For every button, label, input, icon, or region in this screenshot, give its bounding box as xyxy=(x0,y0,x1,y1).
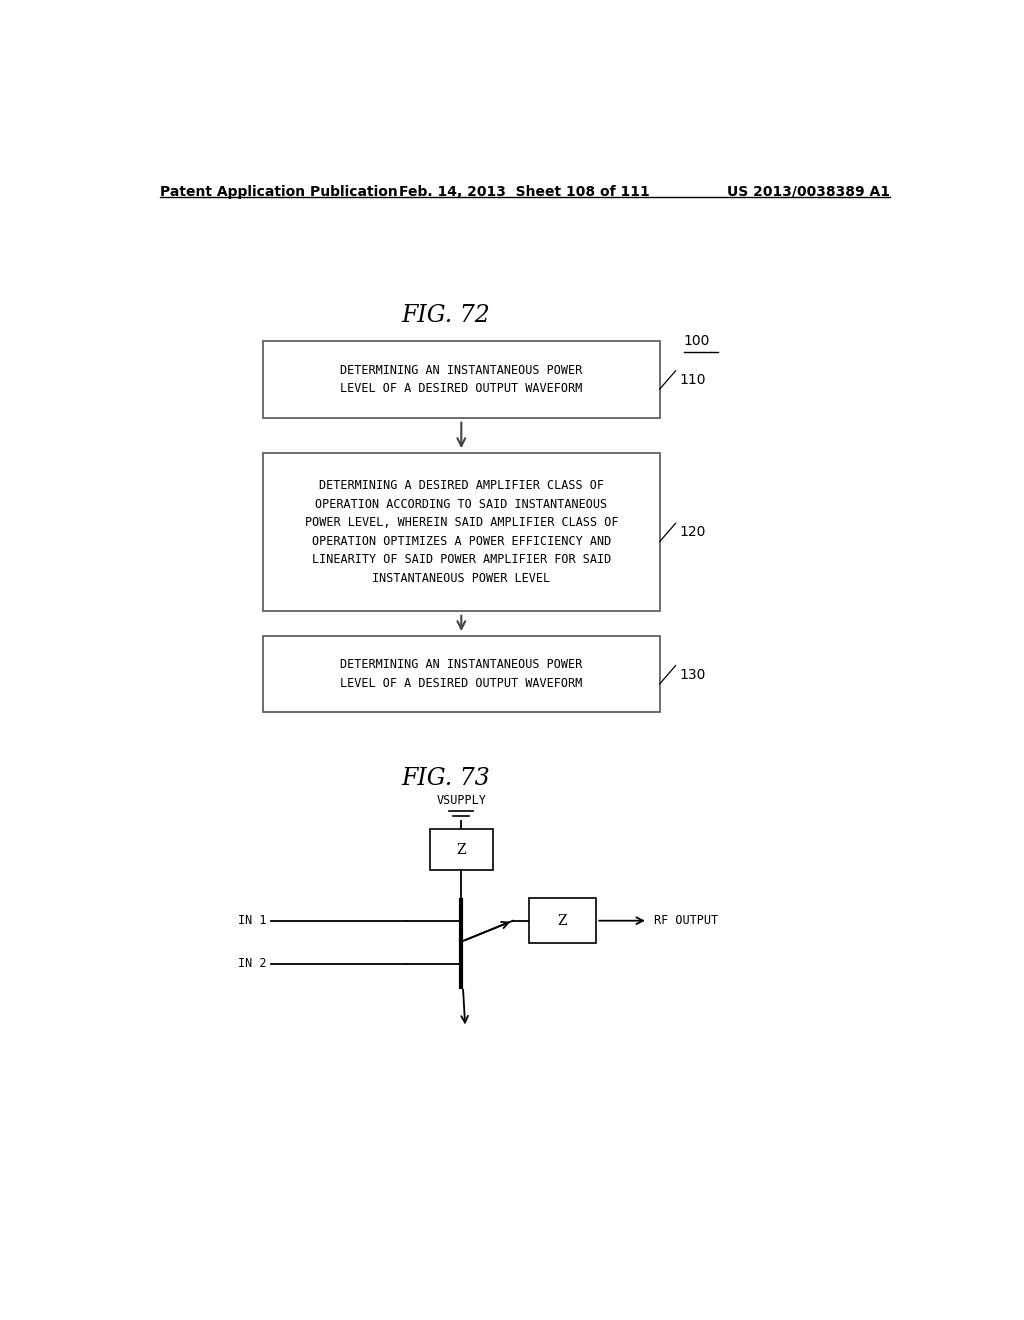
Text: FIG. 72: FIG. 72 xyxy=(401,305,489,327)
Text: DETERMINING AN INSTANTANEOUS POWER
LEVEL OF A DESIRED OUTPUT WAVEFORM: DETERMINING AN INSTANTANEOUS POWER LEVEL… xyxy=(340,364,583,395)
Text: IN 1: IN 1 xyxy=(239,915,267,927)
Text: DETERMINING A DESIRED AMPLIFIER CLASS OF
OPERATION ACCORDING TO SAID INSTANTANEO: DETERMINING A DESIRED AMPLIFIER CLASS OF… xyxy=(304,479,618,585)
Text: VSUPPLY: VSUPPLY xyxy=(436,793,486,807)
Text: FIG. 73: FIG. 73 xyxy=(401,767,489,789)
Text: 120: 120 xyxy=(680,525,706,540)
Bar xyxy=(263,636,659,713)
Bar xyxy=(263,453,659,611)
Text: Patent Application Publication: Patent Application Publication xyxy=(160,185,397,199)
Text: Z: Z xyxy=(558,913,567,928)
Bar xyxy=(263,342,659,417)
Text: 110: 110 xyxy=(680,374,707,387)
Text: Z: Z xyxy=(457,842,466,857)
Text: 130: 130 xyxy=(680,668,706,681)
Text: RF OUTPUT: RF OUTPUT xyxy=(654,915,718,927)
Bar xyxy=(430,829,494,870)
Text: IN 2: IN 2 xyxy=(239,957,267,970)
Text: 100: 100 xyxy=(684,334,710,348)
Text: US 2013/0038389 A1: US 2013/0038389 A1 xyxy=(727,185,890,199)
Bar xyxy=(528,899,596,942)
Text: DETERMINING AN INSTANTANEOUS POWER
LEVEL OF A DESIRED OUTPUT WAVEFORM: DETERMINING AN INSTANTANEOUS POWER LEVEL… xyxy=(340,659,583,690)
Text: Feb. 14, 2013  Sheet 108 of 111: Feb. 14, 2013 Sheet 108 of 111 xyxy=(399,185,650,199)
